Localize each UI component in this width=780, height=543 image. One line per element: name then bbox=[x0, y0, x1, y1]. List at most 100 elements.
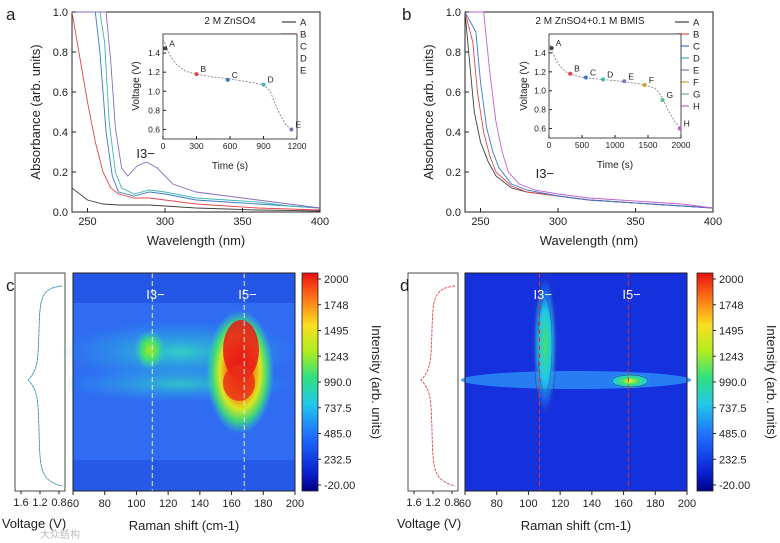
c-peak-label-0: I3− bbox=[146, 287, 164, 302]
b-inset-point-f bbox=[642, 83, 647, 88]
c-side-tick-label: 0.8 bbox=[51, 497, 66, 509]
b-xtick-label: 350 bbox=[626, 216, 644, 228]
b-inset-xtick-label: 500 bbox=[575, 140, 589, 150]
a-legend-label-c: C bbox=[300, 42, 307, 53]
panel-d-voltage-ticks: 1.6 1.2 0.8 bbox=[406, 491, 460, 509]
b-legend-label-a: A bbox=[693, 18, 700, 29]
a-series-d bbox=[72, 11, 321, 209]
a-inset-point-e bbox=[289, 127, 294, 132]
panel-c-i3-blob bbox=[134, 330, 166, 370]
c-xtick-label: 120 bbox=[159, 498, 177, 510]
a-inset-point-c bbox=[225, 77, 230, 82]
panel-b-inset-title: 2 M ZnSO4+0.1 M BMIS bbox=[535, 16, 645, 27]
panel-c-voltage-curve-shadow bbox=[27, 285, 63, 487]
b-legend-label-f: F bbox=[693, 78, 699, 89]
panel-c-voltage-label: Voltage (V) bbox=[2, 516, 66, 531]
d-cbar-tick-label: 1748 bbox=[719, 300, 743, 312]
d-peak-label-0: I3− bbox=[534, 287, 552, 302]
a-inset-point-b bbox=[194, 72, 199, 77]
panel-c-peak-lines: I3− I5− bbox=[146, 273, 257, 491]
a-series-e bbox=[72, 11, 321, 209]
panel-d: d 1.6 1.2 0.8 Voltage (V) I3− I5− 60 80 100 12… bbox=[397, 272, 779, 533]
a-inset-ytick-label: 0.8 bbox=[148, 105, 160, 115]
c-cbar-tick-label: 990.0 bbox=[324, 377, 352, 389]
panel-c-heatmap-frame bbox=[72, 272, 296, 492]
panel-label-a: a bbox=[6, 5, 16, 24]
a-inset-xtick-label: 300 bbox=[189, 141, 203, 151]
c-side-tick-label: 1.2 bbox=[32, 497, 47, 509]
d-xtick-label: 200 bbox=[678, 498, 696, 510]
d-xtick-label: 160 bbox=[614, 498, 632, 510]
d-cbar-tick-label: 990.0 bbox=[719, 377, 747, 389]
b-inset-point-label-e: E bbox=[628, 71, 634, 81]
b-ytick-label: 1.0 bbox=[446, 7, 461, 19]
c-xtick-label: 160 bbox=[222, 498, 240, 510]
panel-b: b 250 300 350 400 0.0 0.2 0.4 0.6 0.8 1.0 Wavelen… bbox=[402, 5, 722, 248]
d-cbar-tick-label: 232.5 bbox=[719, 454, 747, 466]
panel-c-i5-core-lower bbox=[223, 365, 255, 401]
panel-a: a 250 300 350 400 0.0 0.2 0.4 0.6 0.8 1.0 Wavelen… bbox=[6, 5, 329, 248]
panel-a-inset-xlabel: Time (s) bbox=[212, 161, 248, 172]
panel-c-heatmap-top bbox=[73, 273, 295, 303]
panel-label-c: c bbox=[6, 276, 15, 295]
panel-label-b: b bbox=[402, 5, 411, 24]
b-ytick-label: 0.8 bbox=[446, 47, 461, 59]
a-ytick-label: 0.6 bbox=[53, 87, 68, 99]
c-xtick-label: 180 bbox=[254, 498, 272, 510]
b-legend-label-h: H bbox=[693, 102, 700, 113]
a-ytick-label: 0.4 bbox=[53, 127, 68, 139]
b-xtick-label: 300 bbox=[549, 216, 567, 228]
b-legend-label-c: C bbox=[693, 42, 700, 53]
a-series-b bbox=[71, 11, 321, 211]
b-legend-label-g: G bbox=[693, 90, 700, 101]
c-xtick-label: 100 bbox=[127, 498, 145, 510]
a-ytick-label: 0.8 bbox=[53, 47, 68, 59]
a-ytick-label: 1.0 bbox=[53, 7, 68, 19]
panel-a-ticks: 250 300 350 400 0.0 0.2 0.4 0.6 0.8 1.0 bbox=[53, 7, 329, 228]
b-inset-ytick-label: 1.0 bbox=[534, 86, 546, 96]
d-cbar-tick-label: 1495 bbox=[719, 326, 743, 338]
b-series-c bbox=[464, 11, 714, 209]
panel-a-inset-frame bbox=[162, 33, 298, 140]
c-cbar-tick-label: 485.0 bbox=[324, 429, 352, 441]
c-cbar-tick-label: -20.00 bbox=[324, 480, 355, 492]
d-xtick-label: 80 bbox=[491, 498, 503, 510]
a-inset-ytick-label: 0.6 bbox=[148, 124, 160, 134]
c-cbar-tick-label: 1495 bbox=[324, 326, 348, 338]
d-xtick-label: 140 bbox=[583, 498, 601, 510]
a-inset-point-label-b: B bbox=[201, 64, 207, 74]
panel-b-xlabel: Wavelength (nm) bbox=[540, 233, 639, 248]
c-cbar-tick-label: 232.5 bbox=[324, 454, 352, 466]
panel-d-voltage-curve bbox=[420, 285, 456, 487]
panel-b-inset-frame bbox=[548, 33, 682, 139]
d-xtick-label: 120 bbox=[551, 498, 569, 510]
b-inset-ytick-label: 0.8 bbox=[534, 105, 546, 115]
a-inset-xtick-label: 900 bbox=[256, 141, 270, 151]
a-xtick-label: 350 bbox=[233, 216, 251, 228]
b-xtick-label: 400 bbox=[704, 216, 722, 228]
panel-b-inset: A B C D E F G H 0 500 1000 1500 2000 0.6 0.8 1.0 1.2 1.4 bbox=[534, 38, 691, 150]
b-xtick-label: 250 bbox=[471, 216, 489, 228]
c-cbar-tick-label: 2000 bbox=[324, 274, 348, 286]
b-inset-voltage-curve bbox=[548, 41, 682, 129]
b-inset-ytick-label: 1.2 bbox=[534, 67, 546, 77]
panel-d-voltage-label: Voltage (V) bbox=[397, 516, 461, 531]
panel-b-inset-ylabel: Voltage (V) bbox=[519, 61, 530, 110]
b-ytick-label: 0.0 bbox=[446, 207, 461, 219]
d-side-tick-label: 1.6 bbox=[406, 497, 421, 509]
c-cbar-tick-label: 1243 bbox=[324, 351, 348, 363]
b-inset-point-b bbox=[568, 71, 573, 76]
a-series-a bbox=[71, 187, 321, 212]
panel-c-xlabel: Raman shift (cm-1) bbox=[129, 518, 240, 533]
d-cbar-tick-label: 2000 bbox=[719, 274, 743, 286]
panel-c-i5-core-upper bbox=[223, 320, 259, 380]
b-inset-xtick-label: 0 bbox=[547, 140, 552, 150]
a-inset-point-d bbox=[261, 82, 266, 87]
panel-c-colorbar-label: Intensity (arb. units) bbox=[369, 325, 384, 439]
a-series-c bbox=[72, 11, 321, 209]
panel-c-voltage-ticks: 1.6 1.2 0.8 bbox=[13, 491, 67, 509]
b-inset-point-label-f: F bbox=[649, 75, 654, 85]
b-series-h bbox=[465, 11, 714, 209]
b-ytick-label: 0.4 bbox=[446, 127, 461, 139]
b-inset-xtick-label: 1000 bbox=[606, 140, 625, 150]
